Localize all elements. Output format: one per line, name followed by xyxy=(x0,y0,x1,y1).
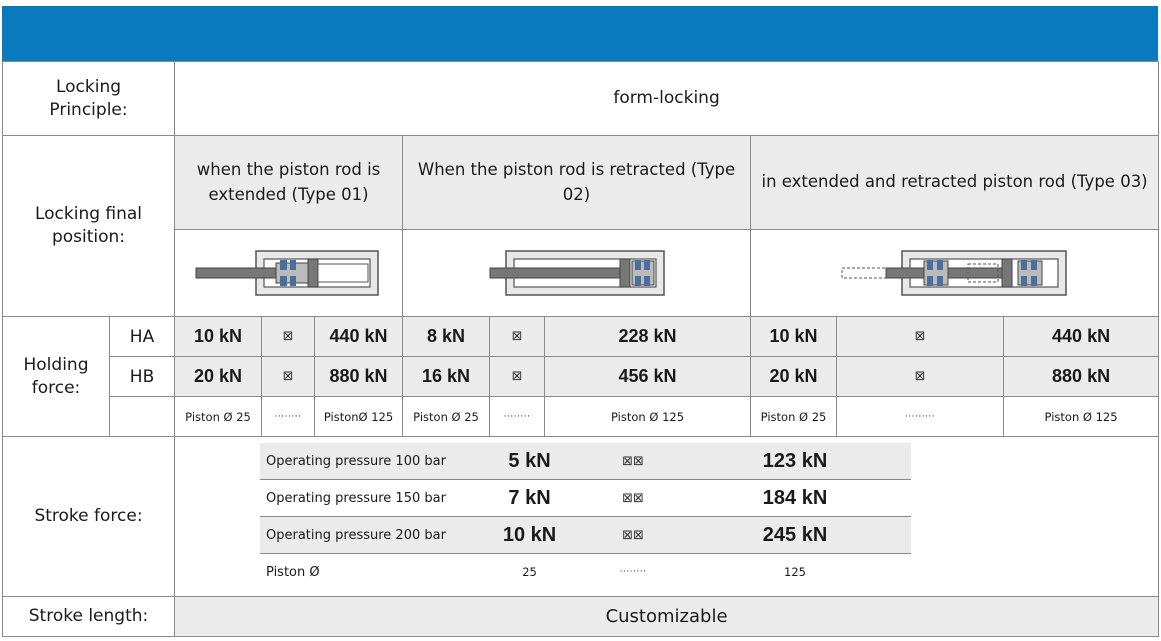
stroke-force-row: Stroke force: Operating pressure 100 bar… xyxy=(1,436,1160,597)
type01-header: when the piston rod is extended (Type 01… xyxy=(174,135,404,230)
ha-t3-min: 10 kN xyxy=(750,316,838,357)
stroke-length-label: Stroke length: xyxy=(1,596,176,637)
pressure-200-max: 245 kN xyxy=(679,516,912,554)
grade-ha: HA xyxy=(108,316,176,357)
hb-t1-min: 20 kN xyxy=(174,356,263,397)
ha-t2-min: 8 kN xyxy=(402,316,491,357)
pressure-200-min: 10 kN xyxy=(472,516,588,554)
piston-t3-sep: ········· xyxy=(836,396,1005,437)
hb-t3-min: 20 kN xyxy=(750,356,838,397)
hb-t2-max: 456 kN xyxy=(544,356,752,397)
piston-t2-min: Piston Ø 25 xyxy=(402,396,491,437)
pressure-100-label: Operating pressure 100 bar xyxy=(260,443,473,480)
holding-force-ha-row: Holding force: HA 10 kN ⊠ 440 kN 8 kN ⊠ … xyxy=(2,316,1160,437)
pressure-150-min: 7 kN xyxy=(472,479,588,517)
piston-t3-min: Piston Ø 25 xyxy=(750,396,838,437)
locking-final-position-label: Locking final position: xyxy=(1,135,176,317)
stroke-force-table: Operating pressure 100 bar 5 kN ⊠⊠ 123 k… xyxy=(260,443,912,591)
locking-principle-value: form-locking xyxy=(174,61,1160,136)
hb-t1-sep: ⊠ xyxy=(261,356,316,397)
hb-t2-min: 16 kN xyxy=(402,356,491,397)
pressure-100-sep: ⊠⊠ xyxy=(587,443,680,480)
stroke-force-cell: Operating pressure 100 bar 5 kN ⊠⊠ 123 k… xyxy=(174,436,1160,597)
locking-principle-label: Locking Principle: xyxy=(1,61,176,136)
pressure-150-sep: ⊠⊠ xyxy=(587,479,680,517)
pressure-100-min: 5 kN xyxy=(472,443,588,480)
stroke-force-label: Stroke force: xyxy=(1,436,176,597)
stroke-piston-label: Piston Ø xyxy=(266,564,320,580)
hb-t3-sep: ⊠ xyxy=(836,356,1005,397)
pressure-150-max: 184 kN xyxy=(679,479,912,517)
pressure-row-200: Operating pressure 200 bar 10 kN ⊠⊠ 245 … xyxy=(260,516,912,554)
piston-t2-sep: ········ xyxy=(489,396,546,437)
pressure-row-150: Operating pressure 150 bar 7 kN ⊠⊠ 184 k… xyxy=(260,479,912,517)
hb-t3-max: 880 kN xyxy=(1003,356,1160,397)
grade-hb: HB xyxy=(108,356,176,397)
stroke-length-row: Stroke length: Customizable xyxy=(1,596,1160,637)
type03-diagram xyxy=(750,229,1160,317)
pressure-row-100: Operating pressure 100 bar 5 kN ⊠⊠ 123 k… xyxy=(260,443,912,480)
locking-principle-row: Locking Principle: form-locking xyxy=(1,61,1160,136)
type01-diagram xyxy=(174,229,404,317)
stroke-piston-min: 25 xyxy=(522,565,537,579)
grade-blank xyxy=(108,396,176,437)
piston-t1-sep: ········ xyxy=(261,396,316,437)
type03-header: in extended and retracted piston rod (Ty… xyxy=(750,135,1160,230)
cylinder-extended-diagram xyxy=(195,250,379,296)
cylinder-both-diagram xyxy=(841,250,1067,296)
piston-t1-min: Piston Ø 25 xyxy=(174,396,263,437)
type02-header: When the piston rod is retracted (Type 0… xyxy=(402,135,752,230)
hb-t2-sep: ⊠ xyxy=(489,356,546,397)
holding-force-piston-row: Piston Ø 25 ········ PistonØ 125 Piston … xyxy=(3,396,1160,437)
header-banner xyxy=(2,6,1158,61)
ha-t3-max: 440 kN xyxy=(1003,316,1160,357)
locking-diagram-row xyxy=(3,229,1160,317)
piston-t2-max: Piston Ø 125 xyxy=(544,396,752,437)
pressure-200-sep: ⊠⊠ xyxy=(587,516,680,554)
piston-t1-max: PistonØ 125 xyxy=(314,396,404,437)
pressure-100-max: 123 kN xyxy=(679,443,912,480)
ha-t1-min: 10 kN xyxy=(174,316,263,357)
ha-t3-sep: ⊠ xyxy=(836,316,1005,357)
type02-diagram xyxy=(402,229,752,317)
holding-force-hb-row: HB 20 kN ⊠ 880 kN 16 kN ⊠ 456 kN 20 kN ⊠… xyxy=(3,356,1160,397)
ha-t2-sep: ⊠ xyxy=(489,316,546,357)
ha-t1-max: 440 kN xyxy=(314,316,404,357)
piston-t3-max: Piston Ø 125 xyxy=(1003,396,1160,437)
cylinder-retracted-diagram xyxy=(489,250,665,296)
stroke-length-value: Customizable xyxy=(174,596,1160,637)
locking-position-header-row: Locking final position: when the piston … xyxy=(1,135,1160,317)
stroke-piston-sep: ········ xyxy=(619,567,647,577)
hb-t1-max: 880 kN xyxy=(314,356,404,397)
pressure-200-label: Operating pressure 200 bar xyxy=(260,516,473,554)
ha-t1-sep: ⊠ xyxy=(261,316,316,357)
spec-table: Locking Principle: form-locking Locking … xyxy=(1,61,1160,637)
ha-t2-max: 228 kN xyxy=(544,316,752,357)
stroke-piston-row: Piston Ø 25 ········ 125 xyxy=(260,554,911,591)
pressure-150-label: Operating pressure 150 bar xyxy=(260,479,473,517)
holding-force-label: Holding force: xyxy=(2,316,110,437)
stroke-piston-max: 125 xyxy=(784,565,806,579)
